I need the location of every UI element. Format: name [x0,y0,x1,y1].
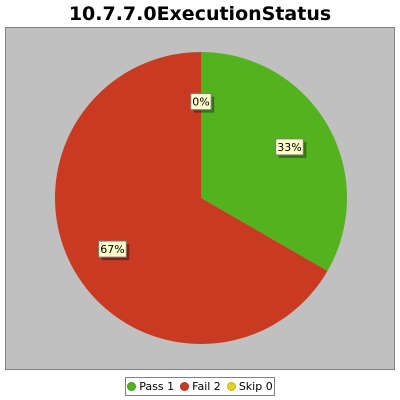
pie-label-text-skip: 0% [192,96,209,109]
legend-swatch-fail [180,382,190,391]
pie-slice-pass [201,52,347,271]
legend-item-skip: Skip 0 [226,380,273,393]
pie-label-fail: 67% [98,240,130,261]
legend: Pass 1 Fail 2 Skip 0 [125,377,275,396]
pie-label-text-pass: 33% [277,141,301,154]
legend-item-pass: Pass 1 [127,380,174,393]
pie-label-pass: 33% [275,138,307,158]
pie-slice-fail [54,52,328,344]
pie-label-box-fail [98,240,127,258]
pie-chart: 33% 67% 0% [54,52,347,344]
pie-label-skip: 0% [190,93,215,113]
pie-label-text-fail: 67% [100,243,124,256]
pie-label-box-pass [275,138,304,156]
legend-label-skip: Skip 0 [238,380,273,393]
chart-title: 10.7.7.0ExecutionStatus [68,3,332,25]
legend-label-fail: Fail 2 [192,380,221,393]
legend-label-pass: Pass 1 [139,380,175,393]
legend-item-fail: Fail 2 [180,380,221,393]
pie-label-box-skip [190,93,212,111]
legend-swatch-skip [226,382,236,391]
plot-area: 33% 67% 0% [5,27,395,370]
legend-swatch-pass [127,382,137,391]
